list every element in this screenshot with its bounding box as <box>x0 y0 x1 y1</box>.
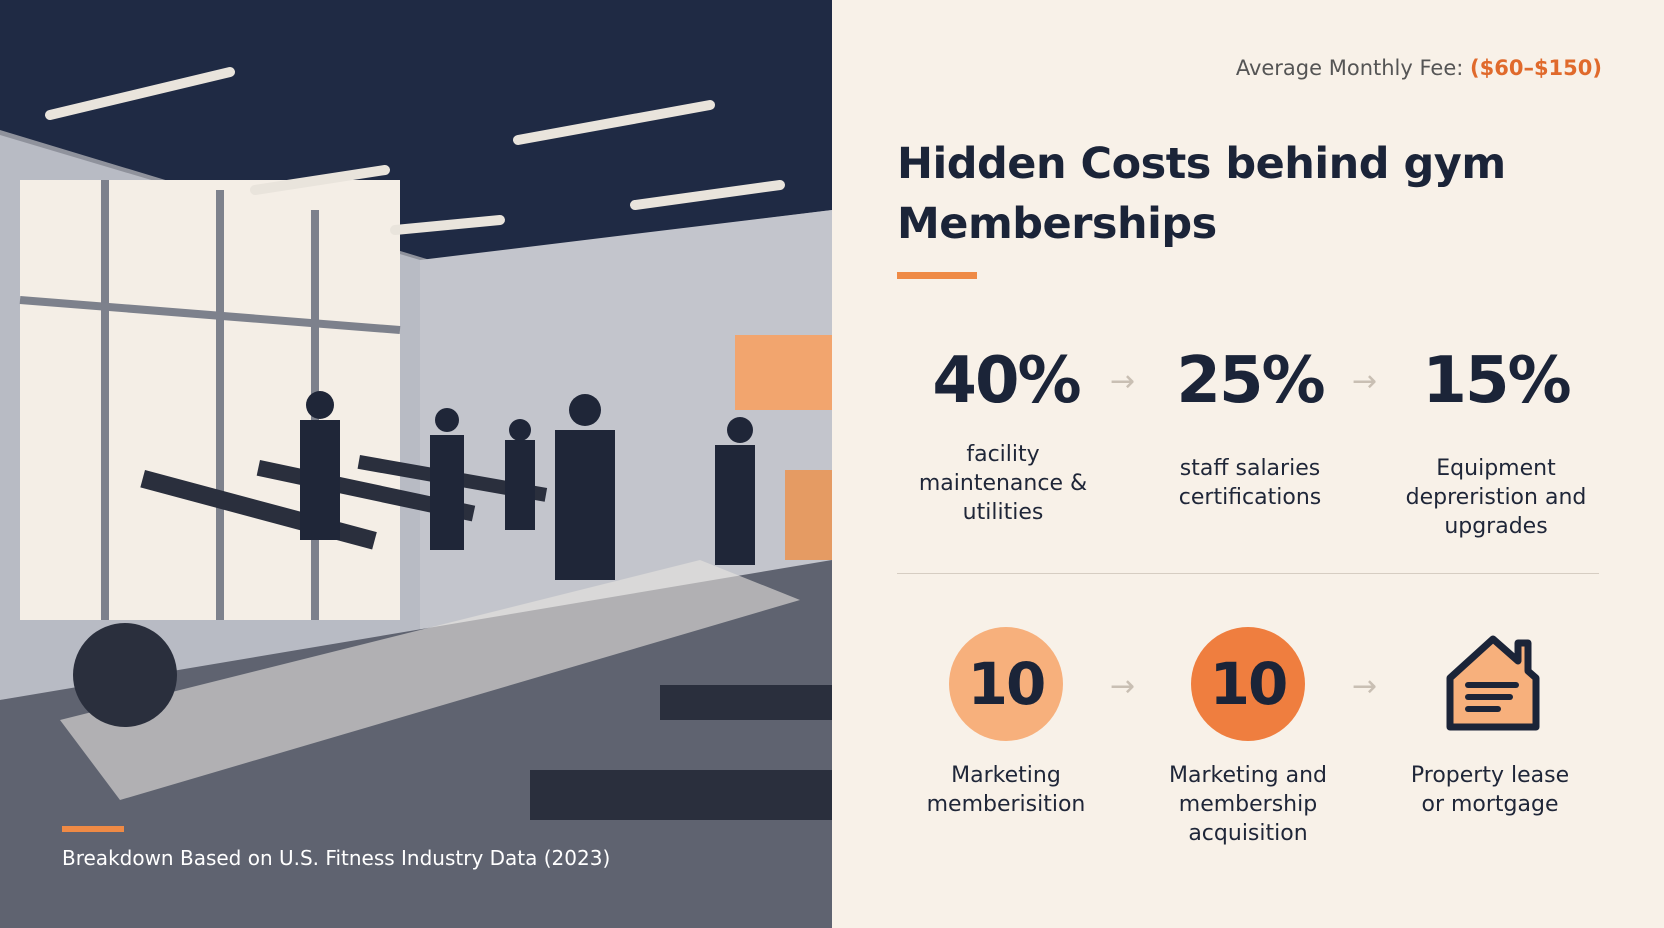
arrow: → <box>1110 364 1136 399</box>
stat-value: 25% <box>1176 344 1325 418</box>
title: Hidden Costs behind gym Memberships <box>897 139 1506 249</box>
arrow: → <box>1110 669 1136 704</box>
caption-accent <box>62 826 124 832</box>
house-icon <box>1446 635 1540 731</box>
item-circle: 10 <box>1191 627 1305 741</box>
stat-label: facility maintenance & utilities <box>918 442 1088 525</box>
fee-range: ($60–$150) <box>1470 56 1602 80</box>
stat-value: 15% <box>1422 344 1571 418</box>
divider <box>897 573 1599 574</box>
arrow: → <box>1352 364 1378 399</box>
arrow: → <box>1352 669 1378 704</box>
item-label: Marketing and membership acquisition <box>1168 763 1328 846</box>
item-label: Property lease or mortgage <box>1410 763 1570 817</box>
stat-label: Equipment depreristion and upgrades <box>1405 456 1587 539</box>
caption: Breakdown Based on U.S. Fitness Industry… <box>62 846 611 870</box>
fee: Average Monthly Fee: ($60–$150) <box>1236 56 1602 80</box>
gym-illustration <box>0 0 832 928</box>
item-circle: 10 <box>949 627 1063 741</box>
item-label: Marketing memberisition <box>926 763 1086 817</box>
fee-label: Average Monthly Fee: <box>1235 56 1464 80</box>
stat-value: 40% <box>932 344 1081 418</box>
title-accent <box>897 272 977 279</box>
stat-label: staff salaries certifications <box>1178 456 1322 510</box>
